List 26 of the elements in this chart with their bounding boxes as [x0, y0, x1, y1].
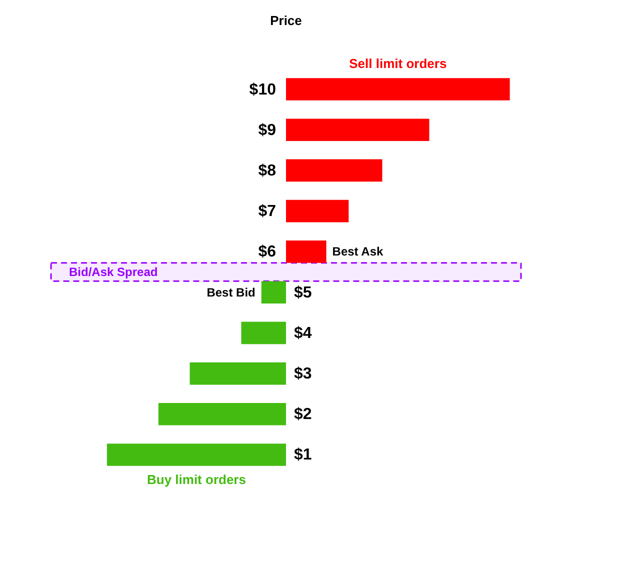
y-tick-label: $8 [258, 162, 276, 180]
annotation: Best Bid [206, 285, 256, 300]
y-tick-label: $3 [294, 366, 312, 383]
y-tick-label: $2 [294, 406, 312, 424]
bar [261, 281, 286, 304]
y-tick-label: $1 [294, 446, 312, 464]
bar [286, 240, 326, 263]
bar [286, 118, 430, 142]
bar [286, 78, 510, 100]
bar [241, 322, 286, 344]
bar [106, 444, 286, 466]
series-label: Buy limit orders [146, 472, 246, 487]
y-tick-label: $9 [258, 122, 276, 139]
y-tick-label: $6 [258, 244, 276, 261]
y-tick-label: $4 [294, 324, 312, 342]
bar [158, 402, 286, 426]
bar [286, 159, 382, 182]
y-tick-label: $5 [294, 284, 312, 302]
bar [286, 200, 349, 222]
bar [190, 362, 286, 385]
annotation: Best Ask [332, 244, 384, 259]
series-label: Sell limit orders [349, 56, 447, 72]
chart-title: Price [270, 13, 302, 28]
y-tick-label: $10 [249, 81, 276, 98]
y-tick-label: $7 [258, 203, 276, 220]
band-label: Bid/Ask Spread [69, 265, 158, 279]
